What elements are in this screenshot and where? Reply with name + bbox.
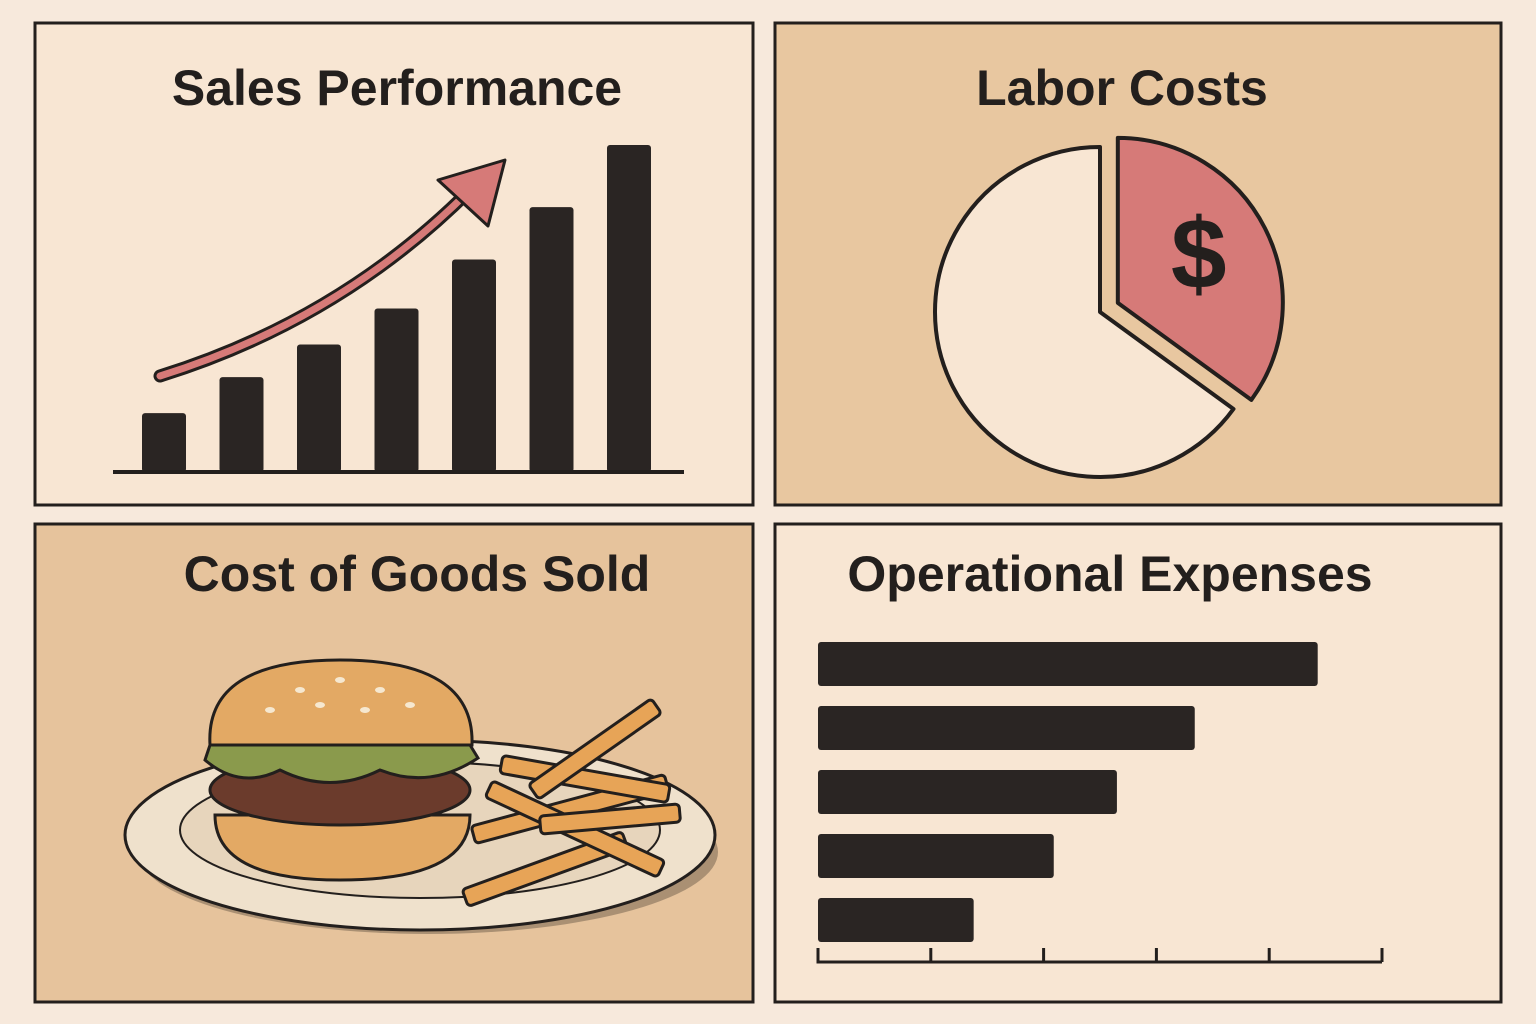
x-axis <box>816 948 1382 964</box>
bar <box>818 706 1195 750</box>
trend-arrow-head <box>436 158 507 228</box>
bar <box>818 898 974 942</box>
bar <box>818 770 1117 814</box>
panel-title: Cost of Goods Sold <box>184 546 651 602</box>
bar <box>607 145 651 472</box>
bar <box>818 834 1054 878</box>
bar <box>219 377 264 472</box>
burger-illustration <box>123 658 718 934</box>
trend-arrow <box>156 186 474 380</box>
bar <box>452 259 496 472</box>
bar <box>374 308 419 472</box>
pie-slice <box>933 145 1236 479</box>
panel-title: Operational Expenses <box>847 546 1372 602</box>
pie-slice <box>1115 135 1285 402</box>
panel-title: Sales Performance <box>172 60 622 116</box>
bar <box>818 642 1318 686</box>
panel-title: Labor Costs <box>976 60 1268 116</box>
bar <box>529 207 574 472</box>
bar <box>142 413 186 472</box>
bar <box>297 344 341 472</box>
pie-annotation: $ <box>1171 198 1227 310</box>
